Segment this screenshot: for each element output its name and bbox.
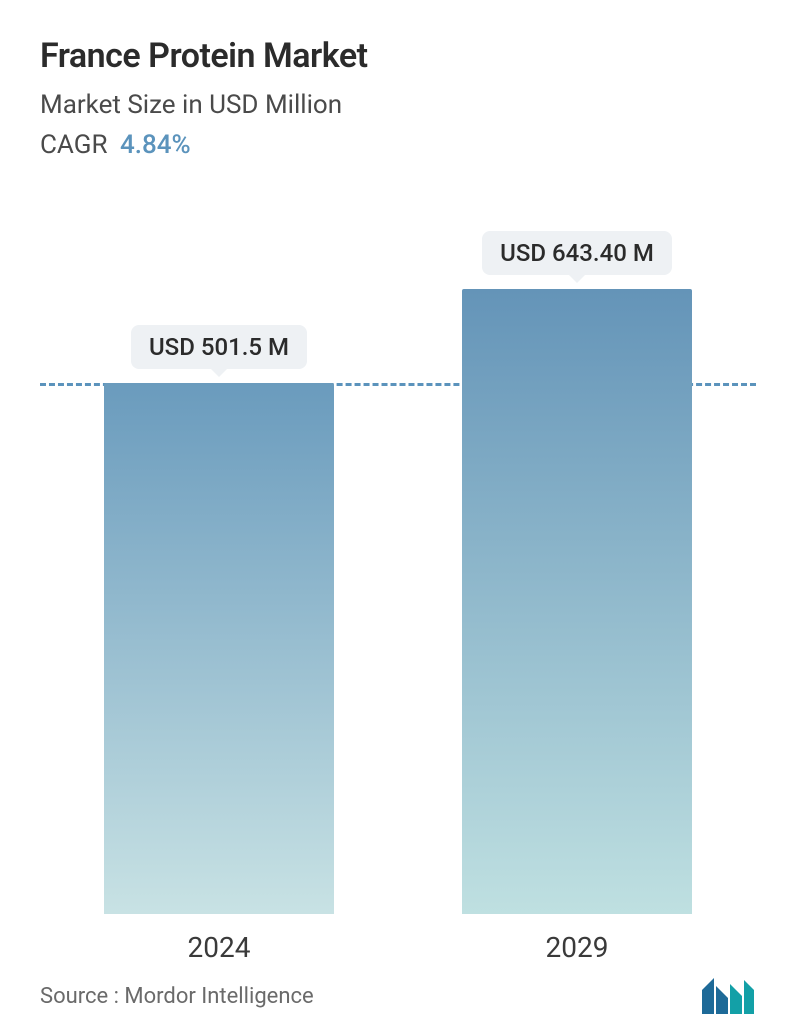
cagr-label: CAGR [40,130,107,160]
x-label: 2024 [58,931,380,964]
bar-col-0: USD 501.5 M [58,220,380,914]
subtitle: Market Size in USD Million [40,90,756,120]
x-label: 2029 [416,931,738,964]
bar [104,383,334,914]
bar [462,289,692,914]
footer: Source : Mordor Intelligence [40,976,756,1016]
chart-area: USD 501.5 M USD 643.40 M [40,220,756,914]
bar-col-1: USD 643.40 M [416,220,738,914]
page-title: France Protein Market [40,36,756,76]
x-axis: 2024 2029 [40,931,756,964]
value-badge: USD 501.5 M [131,325,307,369]
bars-wrap: USD 501.5 M USD 643.40 M [40,220,756,914]
source-text: Source : Mordor Intelligence [40,984,314,1009]
cagr-row: CAGR 4.84% [40,130,756,160]
chart-container: France Protein Market Market Size in USD… [0,0,796,1034]
value-badge: USD 643.40 M [482,231,672,275]
cagr-value: 4.84% [120,130,191,160]
mordor-logo-icon [700,976,756,1016]
